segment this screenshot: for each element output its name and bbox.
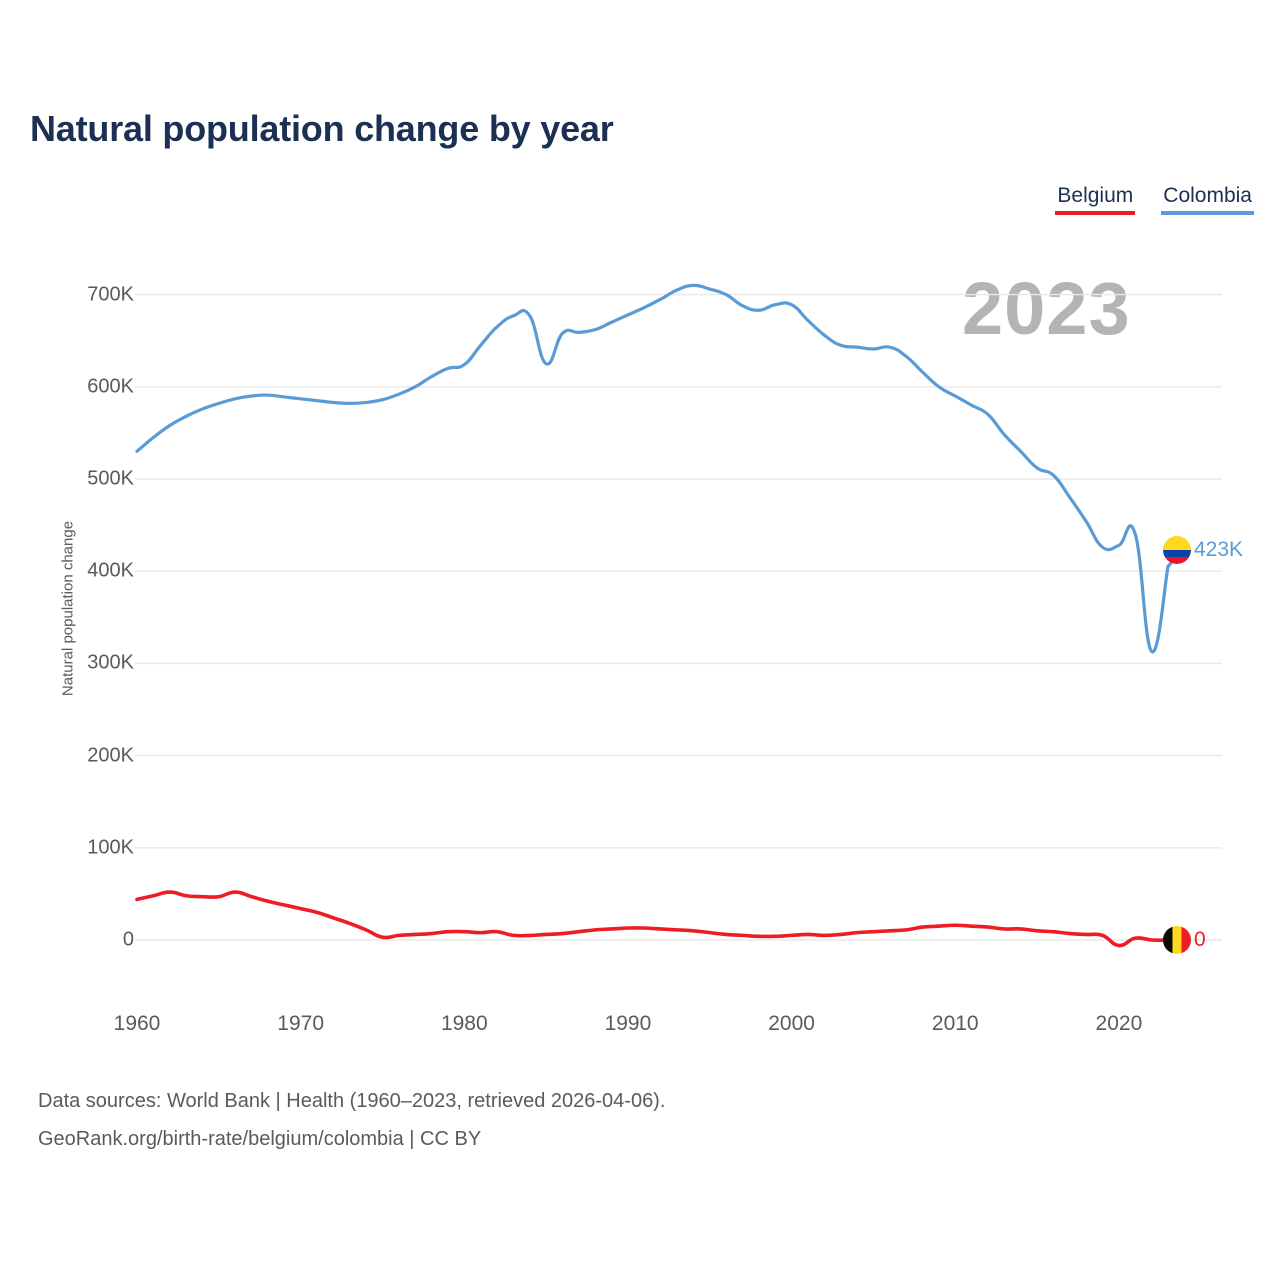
y-axis-tick-label: 400K — [87, 559, 134, 582]
legend-label-colombia: Colombia — [1163, 184, 1252, 207]
legend: Belgium Colombia — [1055, 183, 1254, 215]
y-axis-title: Natural population change — [59, 520, 77, 697]
page-title: Natural population change by year — [30, 108, 614, 149]
y-axis-tick-label: 300K — [87, 651, 134, 674]
x-axis-tick-label: 1990 — [604, 1012, 652, 1035]
colombia-end-value-label: 423K — [1194, 537, 1244, 561]
footer: Data sources: World Bank | Health (1960–… — [38, 1082, 665, 1158]
y-axis-tick-label: 200K — [87, 744, 134, 767]
x-axis-tick-label: 2020 — [1095, 1012, 1143, 1035]
y-axis-tick-label: 700K — [87, 283, 134, 306]
legend-label-belgium: Belgium — [1057, 184, 1134, 207]
x-axis-tick-label: 1970 — [277, 1012, 324, 1035]
series-line-colombia — [135, 283, 1170, 654]
x-axis-tick-label: 2010 — [931, 1012, 979, 1035]
x-axis-tick-label: 1980 — [440, 1012, 488, 1035]
x-axis-tick-label: 1960 — [113, 1012, 161, 1035]
colombia-flag-icon — [1163, 535, 1191, 564]
y-axis-tick-label: 0 — [122, 928, 134, 951]
legend-color-swatch-colombia — [1161, 211, 1254, 215]
legend-item-colombia[interactable]: Colombia — [1161, 183, 1254, 215]
y-axis-tick-label: 600K — [87, 375, 134, 398]
watermark-year: 2023 — [962, 267, 1131, 350]
legend-item-belgium[interactable]: Belgium — [1055, 183, 1136, 215]
y-axis-tick-label: 100K — [87, 836, 134, 859]
belgium-flag-icon — [1163, 926, 1191, 954]
footer-attribution: GeoRank.org/birth-rate/belgium/colombia … — [38, 1128, 482, 1150]
y-axis-tick-label: 500K — [87, 467, 134, 490]
belgium-end-value-label: 0 — [1194, 928, 1206, 951]
x-axis-tick-label: 2000 — [768, 1012, 815, 1035]
footer-data-sources: Data sources: World Bank | Health (1960–… — [38, 1090, 666, 1112]
series-line-belgium — [135, 890, 1170, 948]
legend-color-swatch-belgium — [1055, 211, 1136, 215]
